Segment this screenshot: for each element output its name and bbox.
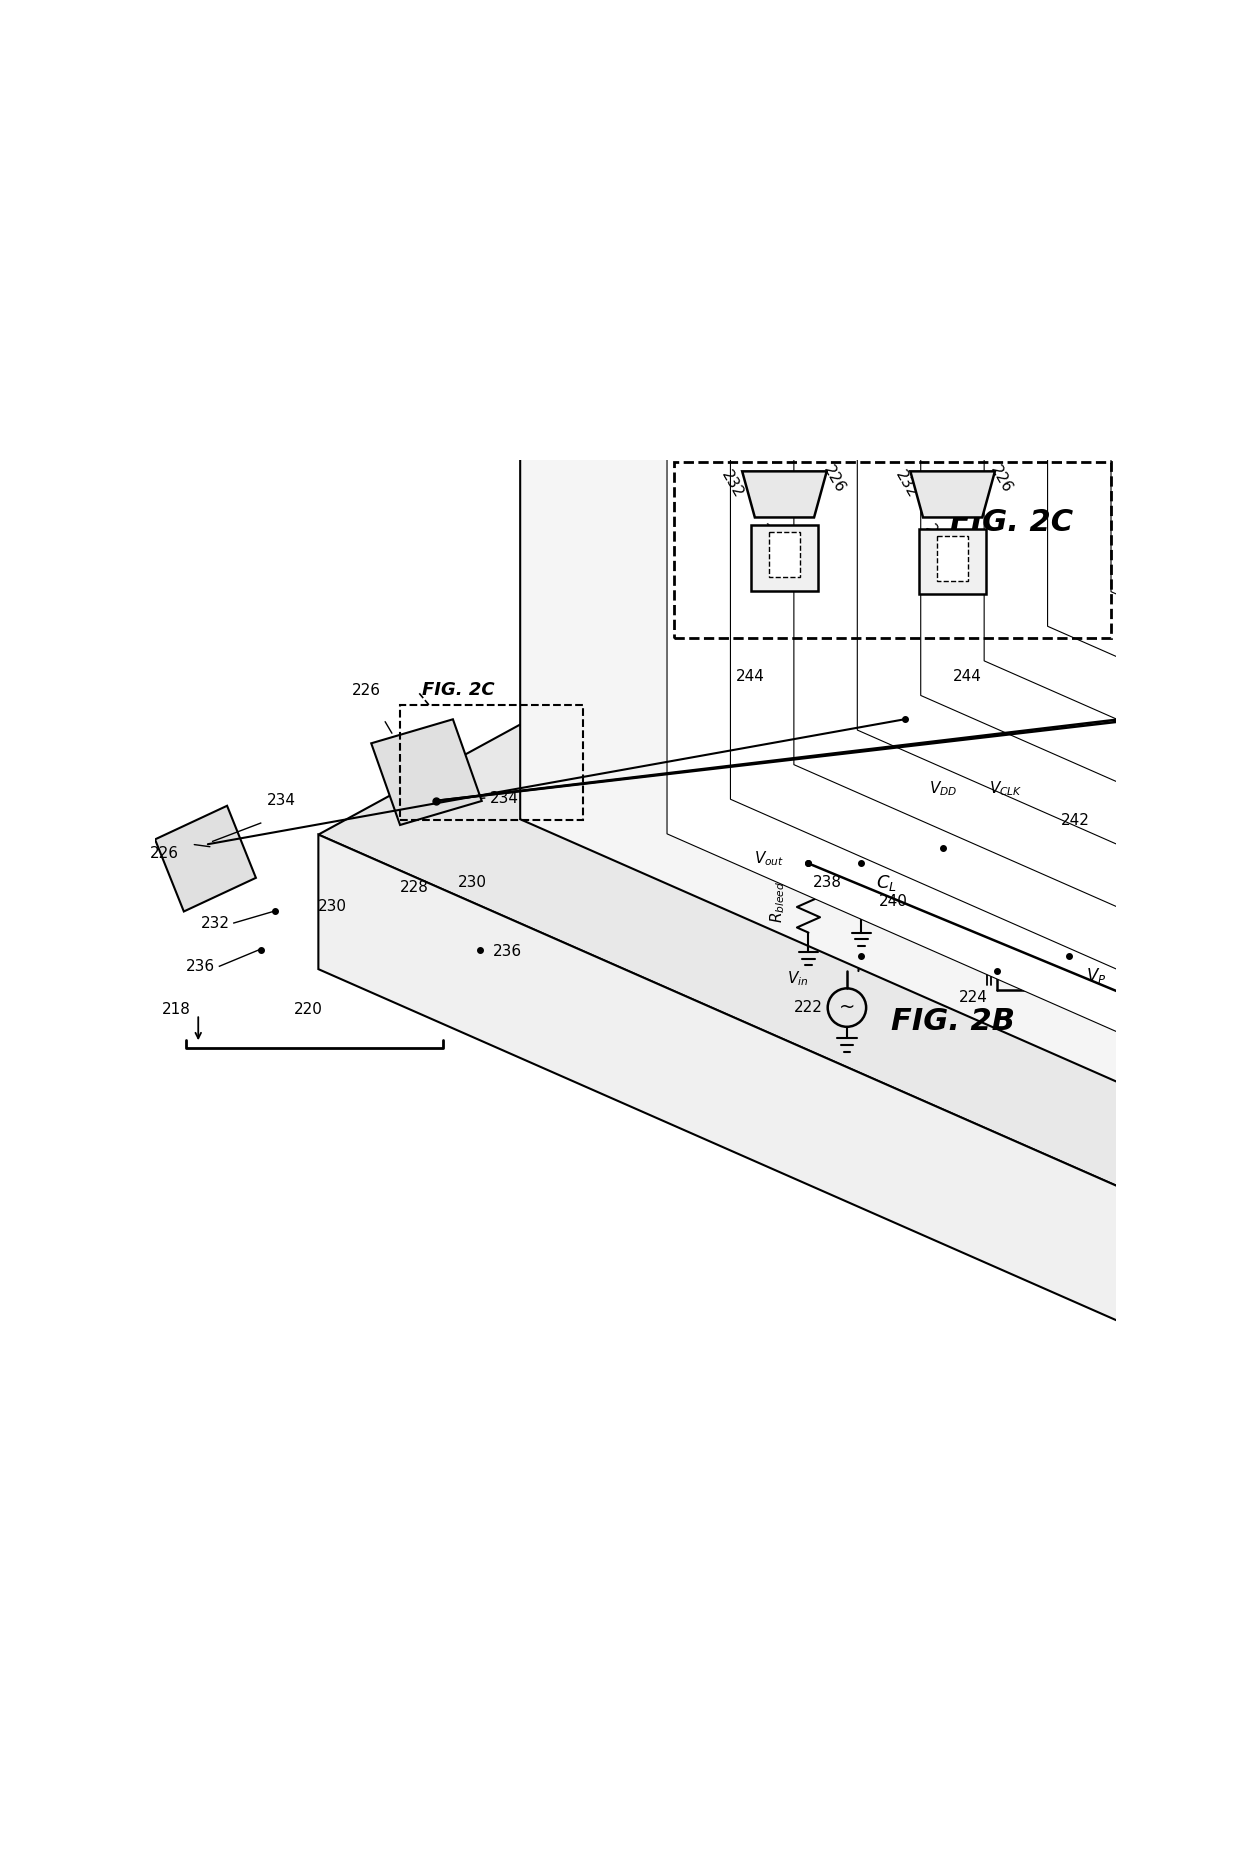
Text: 236: 236	[186, 959, 215, 974]
Polygon shape	[730, 248, 1240, 600]
Text: 240: 240	[879, 894, 908, 909]
Text: $V_{in}$: $V_{in}$	[787, 970, 808, 989]
Text: $R_{bleed}$: $R_{bleed}$	[769, 881, 787, 924]
Polygon shape	[794, 227, 1240, 1102]
Text: 226: 226	[821, 464, 848, 495]
Polygon shape	[521, 281, 1240, 1242]
Polygon shape	[1048, 88, 1240, 965]
Polygon shape	[319, 372, 1240, 1862]
Polygon shape	[521, 0, 1240, 704]
Polygon shape	[919, 529, 986, 594]
Text: $V_{CLK}$: $V_{CLK}$	[988, 778, 1022, 797]
Polygon shape	[371, 719, 481, 825]
Text: 236: 236	[494, 944, 522, 959]
Text: 226: 226	[987, 464, 1014, 495]
Text: ~: ~	[838, 998, 856, 1017]
Text: 234: 234	[490, 791, 518, 806]
Text: 234: 234	[921, 523, 949, 555]
Text: 230: 230	[319, 899, 347, 914]
Text: 220: 220	[294, 1002, 324, 1017]
Polygon shape	[1111, 54, 1240, 929]
Polygon shape	[910, 471, 994, 518]
Text: 226: 226	[352, 683, 381, 698]
Text: FIG. 2C: FIG. 2C	[950, 508, 1073, 536]
Polygon shape	[751, 525, 818, 590]
Text: FIG. 2C: FIG. 2C	[422, 681, 495, 700]
Polygon shape	[921, 143, 1240, 495]
Text: 244: 244	[737, 668, 765, 683]
Text: 228: 228	[401, 881, 429, 896]
Polygon shape	[1048, 74, 1240, 426]
Text: 244: 244	[952, 668, 982, 683]
Text: $V_P$: $V_P$	[1086, 966, 1106, 985]
Polygon shape	[921, 156, 1240, 1033]
Polygon shape	[1174, 19, 1240, 896]
Text: 232: 232	[893, 467, 920, 501]
Text: 226: 226	[150, 847, 179, 862]
Polygon shape	[794, 212, 1240, 564]
Text: 218: 218	[161, 1002, 191, 1017]
Polygon shape	[769, 533, 800, 577]
Polygon shape	[155, 806, 255, 912]
Text: 232: 232	[718, 467, 745, 501]
Polygon shape	[319, 834, 1240, 1862]
Polygon shape	[1205, 430, 1240, 590]
Polygon shape	[857, 179, 1240, 531]
Text: 230: 230	[458, 875, 486, 890]
Bar	[401, 706, 583, 819]
Polygon shape	[1111, 39, 1240, 391]
Polygon shape	[667, 281, 1240, 633]
Text: $V_{DD}$: $V_{DD}$	[929, 778, 957, 797]
Text: FIG. 2B: FIG. 2B	[890, 1007, 1014, 1037]
Text: 232: 232	[201, 916, 229, 931]
Text: 238: 238	[813, 875, 842, 890]
Polygon shape	[985, 108, 1240, 462]
Polygon shape	[743, 471, 827, 518]
Text: $V_{out}$: $V_{out}$	[754, 849, 785, 868]
Text: 222: 222	[794, 1000, 823, 1015]
Text: 234: 234	[268, 793, 296, 808]
Text: $C_L$: $C_L$	[875, 873, 897, 892]
Polygon shape	[1174, 6, 1240, 358]
Text: 242: 242	[1061, 812, 1090, 829]
Polygon shape	[667, 296, 1240, 1171]
Text: 234: 234	[754, 523, 781, 555]
Text: 224: 224	[960, 991, 988, 1005]
Polygon shape	[857, 192, 1240, 1069]
Text: *: *	[779, 506, 790, 525]
Polygon shape	[985, 123, 1240, 1000]
Bar	[675, 462, 1111, 637]
Polygon shape	[730, 261, 1240, 1138]
Polygon shape	[937, 536, 967, 581]
